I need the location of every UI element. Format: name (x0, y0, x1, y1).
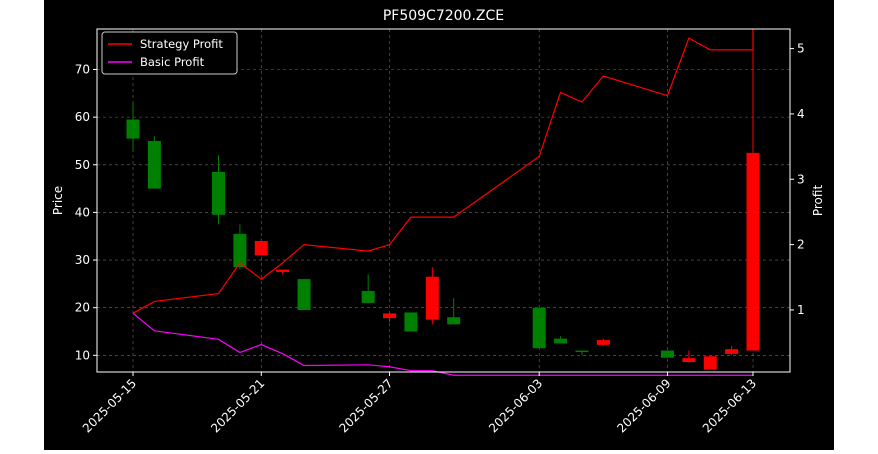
x-tick-label: 2025-05-15 (80, 376, 139, 435)
candle-body (575, 350, 589, 353)
y-tick-label-left: 10 (75, 348, 90, 362)
y-axis-label-right: Profit (811, 185, 825, 217)
y-axis-label-left: Price (51, 186, 65, 215)
y-tick-label-left: 50 (75, 158, 90, 172)
y-tick-label-left: 60 (75, 110, 90, 124)
y-tick-label-left: 70 (75, 62, 90, 76)
chart-figure: 10 20 30 40 50 60 70 1 2 3 4 5 2025-05-15 2025-05-21 2… (44, 0, 834, 450)
y-tick-label-right: 3 (797, 172, 805, 186)
candle-body (447, 317, 461, 325)
candle-body (660, 350, 674, 358)
candle-body (212, 171, 226, 215)
x-tick-label: 2025-06-03 (486, 376, 545, 435)
candle-body (254, 240, 268, 256)
candlestick-chart: 10 20 30 40 50 60 70 1 2 3 4 5 2025-05-15 2025-05-21 2… (51, 8, 825, 436)
basic-profit-line (132, 312, 753, 376)
grid (97, 29, 790, 372)
candle-body (682, 358, 696, 362)
legend-box (101, 31, 238, 75)
legend: Strategy Profit Basic Profit (101, 31, 238, 75)
candle-body (383, 313, 397, 319)
profit-lines (132, 29, 754, 376)
candle-body (703, 356, 717, 370)
axes: 10 20 30 40 50 60 70 1 2 3 4 5 2025-05-15 2025-05-21 2… (75, 42, 805, 436)
plot-frame (96, 28, 791, 373)
candles (126, 33, 760, 370)
candle-body (596, 340, 610, 345)
candle-body (361, 291, 375, 303)
candle-body (404, 312, 418, 332)
legend-label: Strategy Profit (140, 37, 223, 51)
y-tick-label-left: 30 (75, 253, 90, 267)
chart-title: PF509C7200.ZCE (383, 8, 504, 24)
candle-body (746, 152, 760, 351)
y-tick-label-right: 1 (797, 303, 805, 317)
x-tick-label: 2025-06-09 (614, 376, 673, 435)
y-tick-label-left: 20 (75, 301, 90, 315)
strategy-profit-line (132, 37, 753, 314)
y-tick-label-right: 4 (797, 107, 805, 121)
candle-body (725, 349, 739, 354)
candle-body (554, 338, 568, 344)
x-tick-label: 2025-05-21 (208, 376, 267, 435)
x-tick-label: 2025-06-13 (700, 376, 759, 435)
candle-body (233, 233, 247, 268)
candle-body (297, 279, 311, 311)
y-tick-label-right: 5 (797, 42, 805, 56)
y-tick-label-right: 2 (797, 238, 805, 252)
candle-body (532, 307, 546, 349)
legend-label: Basic Profit (140, 55, 205, 69)
x-tick-label: 2025-05-27 (336, 376, 395, 435)
candle-body (425, 276, 439, 320)
y-tick-label-left: 40 (75, 205, 90, 219)
candle-body (276, 269, 290, 272)
candle-body (126, 119, 140, 139)
candle-body (147, 140, 161, 189)
